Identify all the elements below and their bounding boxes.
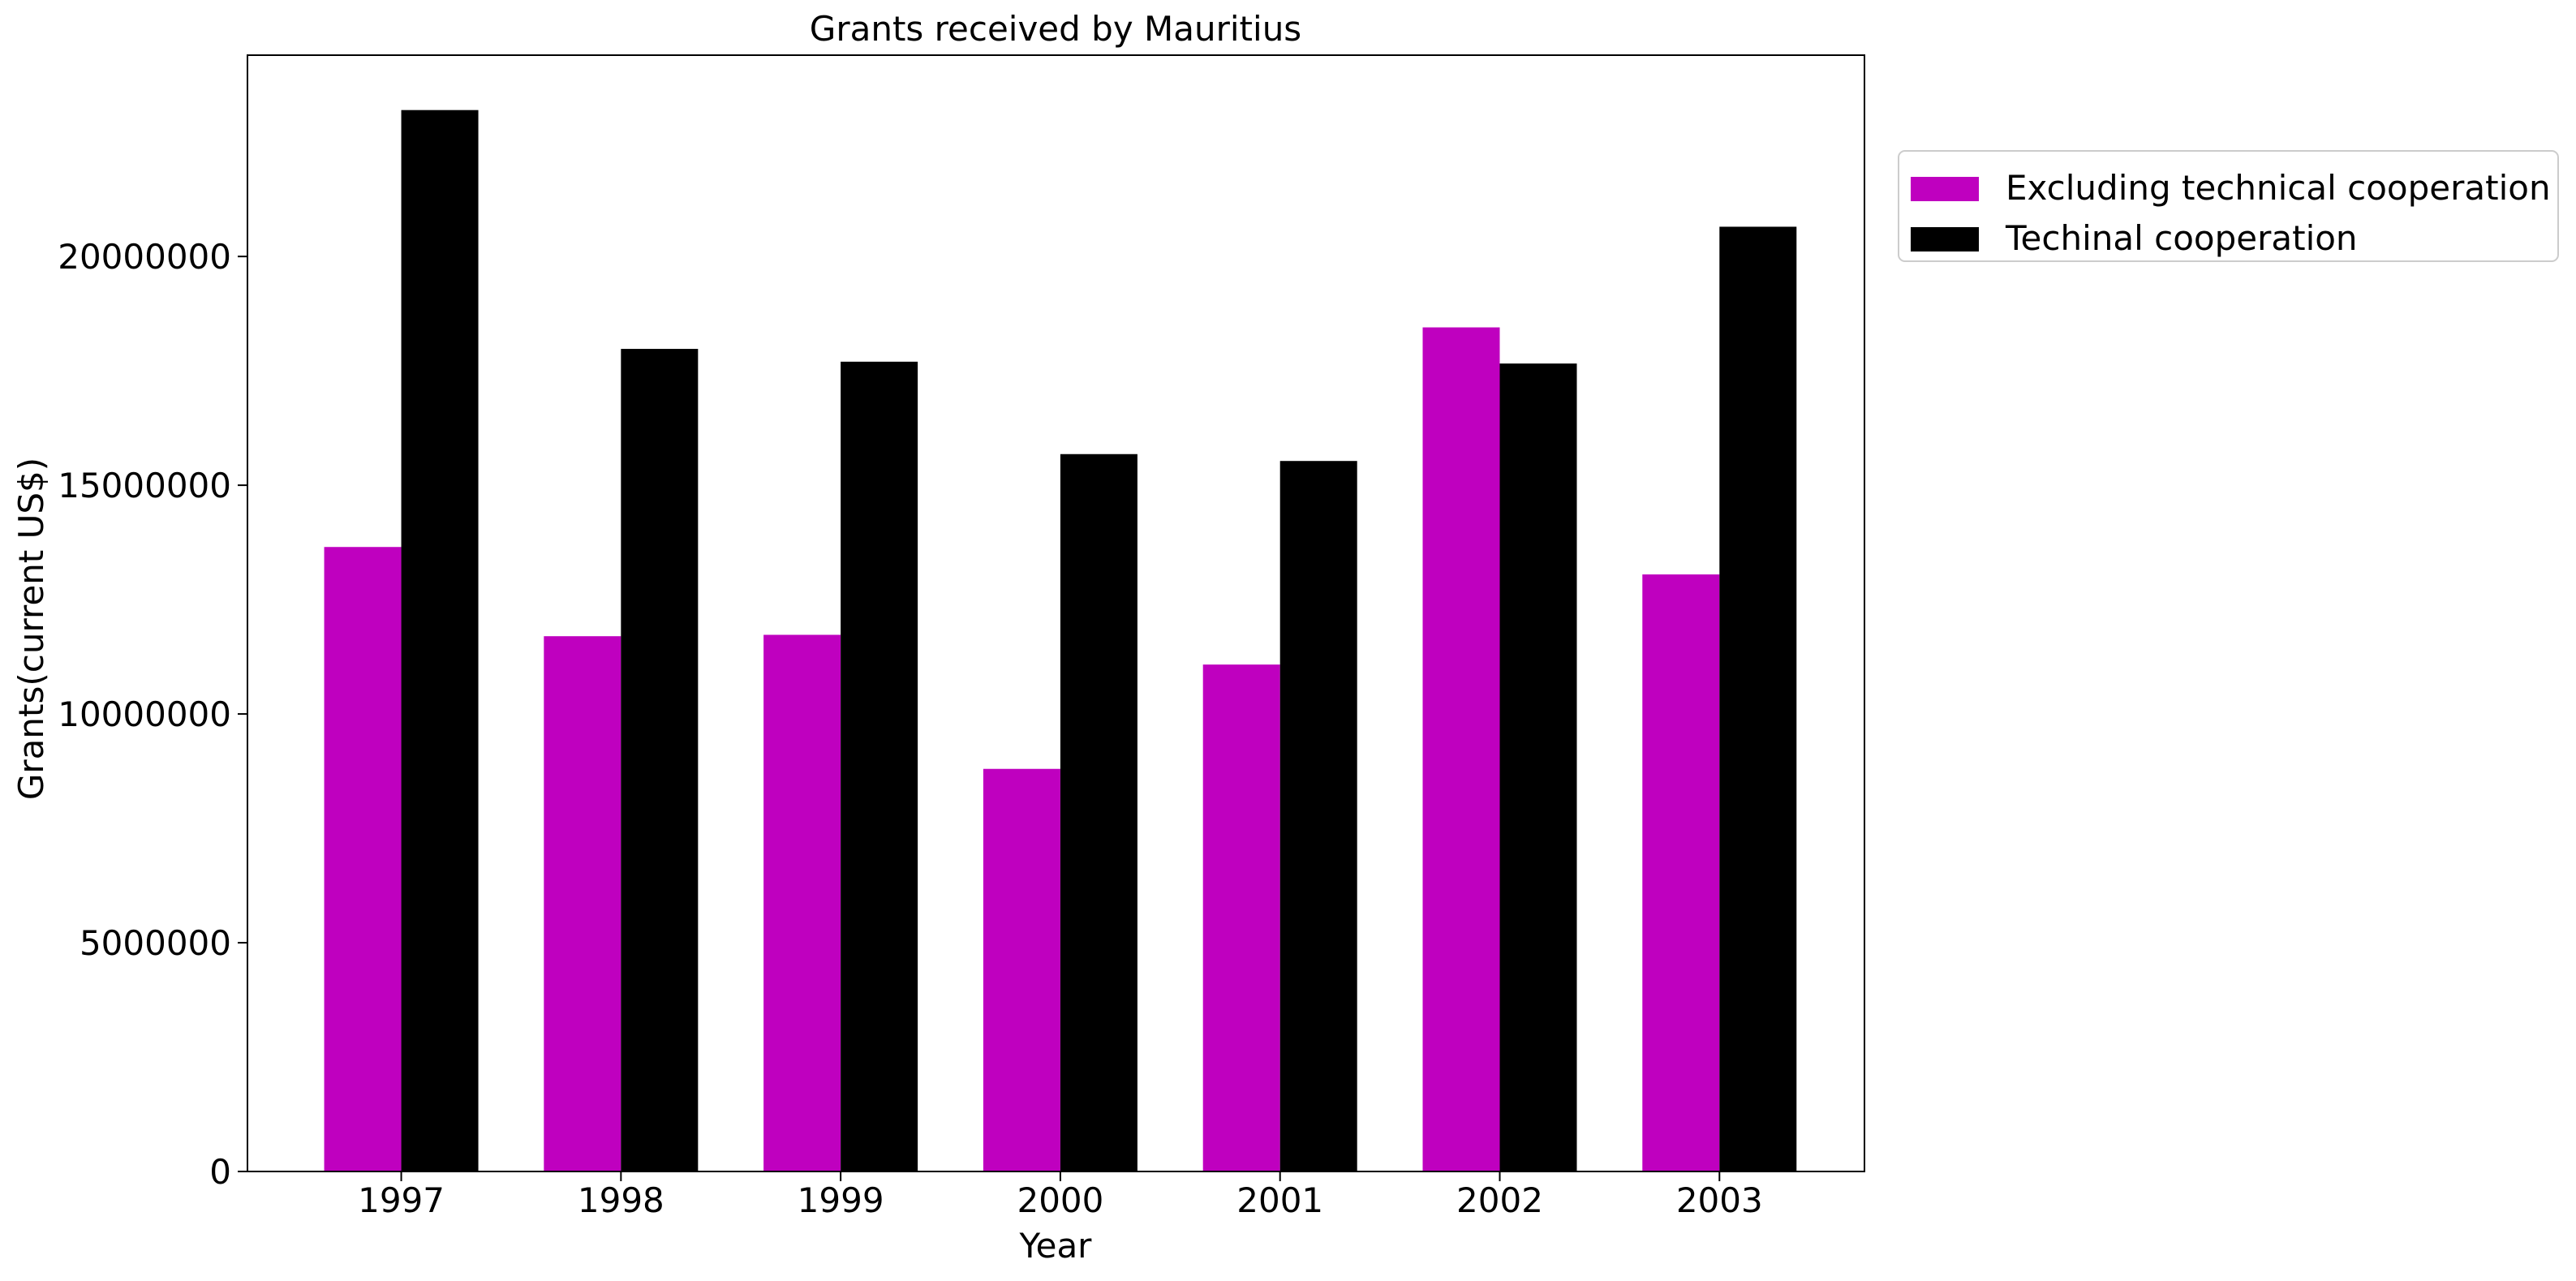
y-tick-label-0: 0	[209, 1152, 231, 1192]
bar-excluding-technical-2000	[983, 768, 1060, 1171]
legend-label-1: Techinal cooperation	[2005, 218, 2358, 258]
y-tick-label-20000000: 20000000	[58, 237, 231, 277]
bar-excluding-technical-2002	[1422, 327, 1500, 1171]
bar-excluding-technical-1999	[763, 634, 841, 1171]
y-tick-label-5000000: 5000000	[80, 923, 231, 963]
x-tick-label-2000: 2000	[1017, 1180, 1103, 1220]
legend: Excluding technical cooperation Techinal …	[1898, 150, 2559, 262]
x-tick-label-1997: 1997	[358, 1180, 445, 1220]
legend-swatch-0	[1911, 177, 1979, 201]
x-tick-label-1999: 1999	[798, 1180, 884, 1220]
y-axis-label: Grants(current US$)	[11, 458, 51, 800]
bar-technical-2000	[1060, 454, 1137, 1171]
legend-box	[1898, 150, 2559, 262]
bar-technical-2001	[1279, 461, 1357, 1171]
bar-excluding-technical-1997	[324, 547, 402, 1171]
x-tick-label-2001: 2001	[1236, 1180, 1323, 1220]
bar-technical-2002	[1499, 363, 1577, 1171]
bar-technical-1999	[841, 361, 918, 1171]
legend-label-0: Excluding technical cooperation	[2006, 168, 2551, 208]
bar-excluding-technical-2001	[1202, 664, 1280, 1171]
legend-swatch-1	[1911, 227, 1979, 251]
bar-excluding-technical-1998	[544, 636, 621, 1171]
x-tick-label-1998: 1998	[578, 1180, 664, 1220]
bar-technical-1998	[621, 349, 699, 1171]
bar-excluding-technical-2003	[1642, 574, 1720, 1171]
plot-area: 1997 1998 1999 2000 2001 2002 2003 0 5000000 1000…	[58, 54, 1865, 1220]
axes-frame	[247, 54, 1865, 1172]
x-tick-label-2003: 2003	[1676, 1180, 1763, 1220]
y-tick-label-10000000: 10000000	[58, 694, 231, 734]
bar-technical-2003	[1719, 226, 1797, 1172]
x-tick-label-2002: 2002	[1456, 1180, 1543, 1220]
bar-technical-1997	[401, 110, 479, 1172]
y-tick-label-15000000: 15000000	[58, 466, 231, 505]
x-axis-label: Year	[1019, 1226, 1093, 1266]
chart-title: Grants received by Mauritius	[810, 9, 1301, 49]
